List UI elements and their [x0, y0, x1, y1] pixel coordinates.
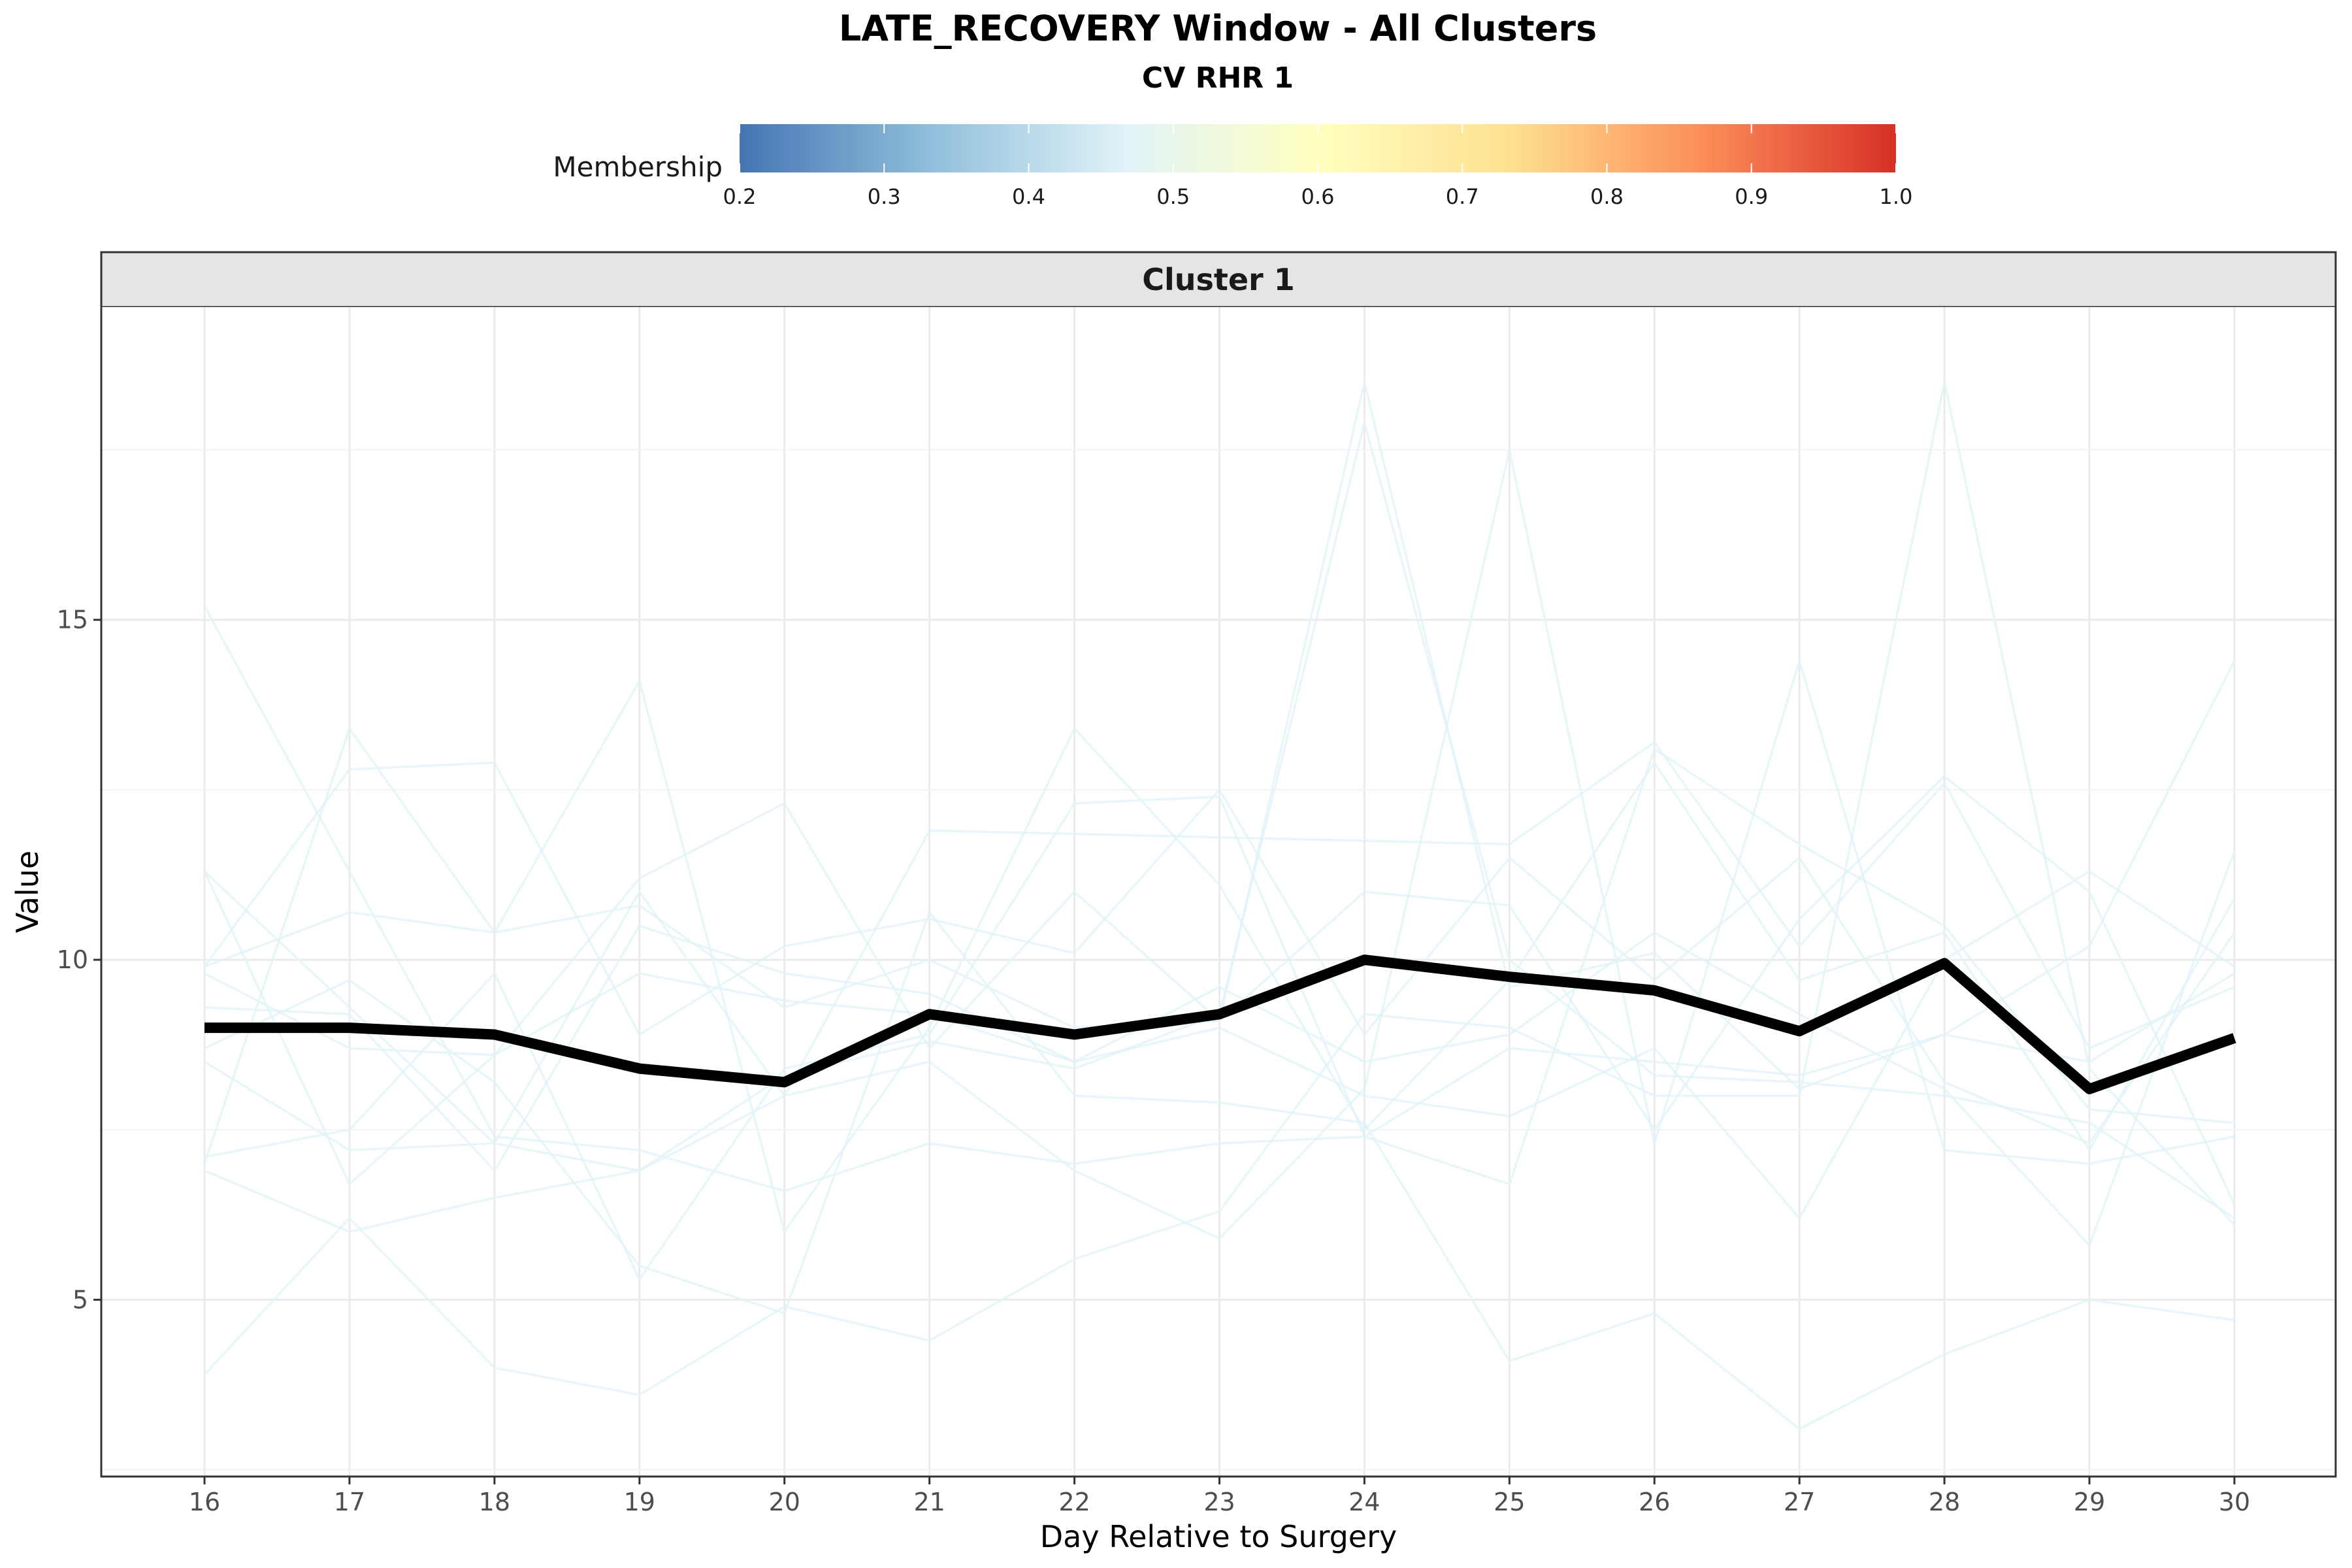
x-tick-label: 22 [1058, 1488, 1090, 1516]
x-axis-label: Day Relative to Surgery [1040, 1519, 1397, 1554]
x-tick-label: 24 [1348, 1488, 1380, 1516]
plot-panel [100, 251, 2337, 1478]
y-axis-label: Value [10, 851, 45, 933]
chart-title: LATE_RECOVERY Window - All Clusters [839, 8, 1597, 49]
member-line [203, 380, 2236, 1396]
legend-tick-label: 0.2 [723, 184, 757, 209]
y-axis: 5 10 15 [57, 606, 101, 1314]
x-tick-label: 17 [334, 1488, 365, 1516]
x-tick-label: 27 [1784, 1488, 1815, 1516]
member-line [204, 850, 2236, 1247]
legend-tick-label: 0.3 [868, 184, 901, 209]
facet-label: Cluster 1 [1142, 262, 1295, 297]
legend-tick-label: 0.7 [1446, 184, 1479, 209]
x-tick-label: 25 [1494, 1488, 1525, 1516]
legend-tick-label: 0.6 [1301, 184, 1335, 209]
member-line [203, 741, 2235, 1172]
member-line [203, 761, 2236, 1145]
x-tick-label: 21 [913, 1488, 945, 1516]
member-line [204, 679, 2236, 1233]
legend-tick-label: 0.9 [1735, 184, 1768, 209]
legend-ticks: 0.2 0.3 0.4 0.5 0.6 0.7 0.8 0.9 1.0 [723, 124, 1913, 209]
legend-title: Membership [553, 151, 723, 183]
legend-tick-label: 0.5 [1156, 184, 1190, 209]
legend-tick-label: 0.8 [1590, 184, 1624, 209]
x-tick-label: 20 [769, 1488, 800, 1516]
x-tick-label: 19 [624, 1488, 655, 1516]
y-tick-label: 5 [73, 1285, 88, 1314]
x-tick-label: 30 [2219, 1488, 2250, 1516]
member-line [204, 775, 2236, 1205]
x-tick-label: 29 [2074, 1488, 2105, 1516]
legend: Membership 0.2 0.3 0.4 0.5 0.6 0.7 0.8 0.9 1.0 [553, 124, 1912, 209]
y-tick-label: 15 [57, 606, 88, 634]
x-tick-label: 26 [1639, 1488, 1670, 1516]
centroid-series [204, 955, 2236, 1094]
x-tick-label: 18 [479, 1488, 510, 1516]
x-tick-label: 16 [189, 1488, 220, 1516]
chart-subtitle: CV RHR 1 [1142, 61, 1294, 95]
x-tick-label: 28 [1929, 1488, 1960, 1516]
facet-strip: Cluster 1 [100, 251, 2337, 308]
gridlines [101, 307, 2336, 1477]
x-axis: 16 17 18 19 20 21 22 23 24 25 26 27 28 29 30 [189, 1477, 2250, 1516]
member-line [203, 870, 2235, 1220]
y-tick-label: 10 [57, 945, 88, 974]
member-line [204, 747, 2235, 1281]
legend-tick-label: 1.0 [1880, 184, 1913, 209]
legend-tick-label: 0.4 [1012, 184, 1045, 209]
member-line [204, 911, 2235, 1430]
x-tick-label: 23 [1203, 1488, 1235, 1516]
centroid-line [204, 955, 2236, 1094]
